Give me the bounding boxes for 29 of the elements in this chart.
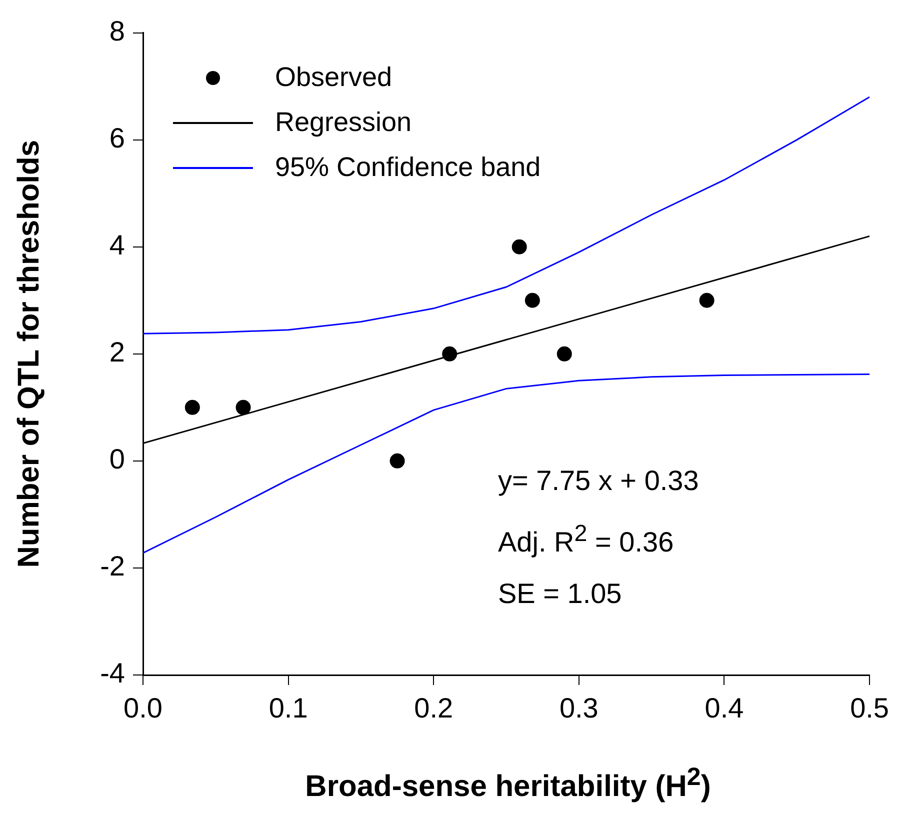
legend-label: Regression <box>275 106 412 139</box>
point <box>442 346 458 362</box>
point <box>556 346 572 362</box>
point <box>699 292 714 308</box>
y-tick-label: 6 <box>109 122 125 154</box>
legend-label: 95% Confidence band <box>275 151 541 184</box>
point <box>512 239 527 254</box>
point <box>236 400 251 415</box>
point <box>390 453 405 468</box>
annotation: y= 7.75 x + 0.33 <box>498 464 699 498</box>
x-tick-label: 0.0 <box>124 692 162 724</box>
y-tick-label: 8 <box>109 16 125 47</box>
legend-label: Observed <box>275 61 392 94</box>
x-tick-label: 0.3 <box>559 692 598 724</box>
x-tick-label: 0.4 <box>704 692 744 724</box>
y-axis-title: Number of QTL for thresholds <box>12 140 46 568</box>
point <box>184 400 200 415</box>
annotation: Adj. R$^{2}$ = 0.36 <box>498 519 675 560</box>
annotation: SE = 1.05 <box>498 577 623 612</box>
y-tick-label: -4 <box>100 658 125 689</box>
x-tick-label: 0.5 <box>850 692 890 724</box>
x-axis-title: Broad-sense heritability (H$^{2}$) <box>304 763 712 804</box>
point <box>524 292 540 308</box>
y-tick-label: 2 <box>109 336 125 368</box>
y-tick-label: -2 <box>100 550 125 582</box>
y-tick-label: 4 <box>109 230 125 261</box>
y-tick-label: 0 <box>109 444 125 475</box>
x-tick-label: 0.1 <box>268 692 308 724</box>
x-tick-label: 0.2 <box>414 692 454 724</box>
